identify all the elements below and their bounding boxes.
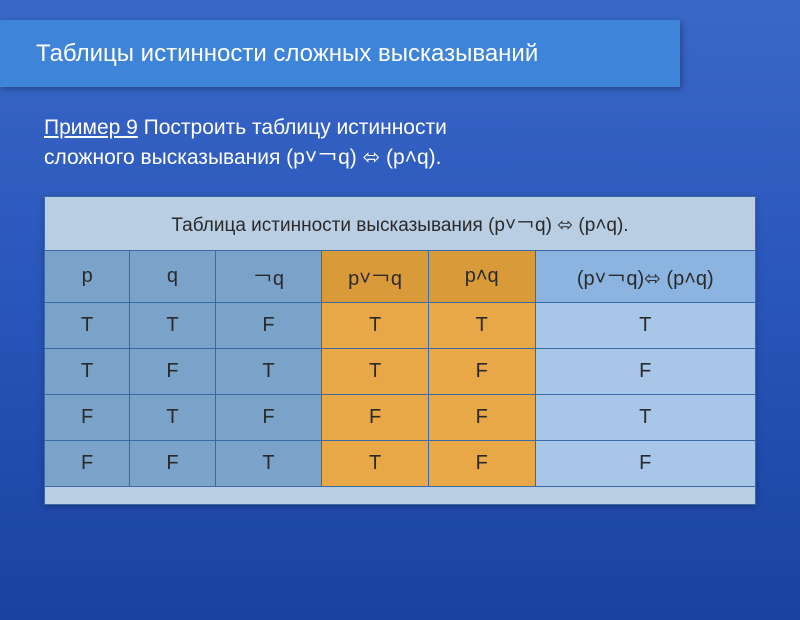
cell-p: T [45, 302, 130, 348]
cell-pq: F [428, 348, 535, 394]
cell-res: T [535, 394, 755, 440]
slide-title: Таблицы истинности сложных высказываний [36, 40, 538, 67]
cell-nq: T [215, 348, 322, 394]
slide-title-bar: Таблицы истинности сложных высказываний [0, 20, 680, 87]
table-row: TTFTTT [45, 302, 756, 348]
cell-q: T [130, 302, 215, 348]
table-caption-row: Таблица истинности высказывания (p˅￢q) ⬄… [45, 196, 756, 250]
slide-content: Пример 9 Построить таблицу истинности сл… [0, 87, 800, 505]
col-header-pnq: p˅￢q [322, 250, 429, 302]
col-header-q: q [130, 250, 215, 302]
cell-q: F [130, 440, 215, 486]
truth-table-wrap: Таблица истинности высказывания (p˅￢q) ⬄… [44, 196, 756, 505]
table-footer [45, 486, 756, 504]
cell-pq: T [428, 302, 535, 348]
problem-statement: Пример 9 Построить таблицу истинности сл… [44, 113, 756, 172]
col-header-p: p [45, 250, 130, 302]
cell-pnq: T [322, 302, 429, 348]
table-footer-row [45, 486, 756, 504]
cell-pnq: T [322, 440, 429, 486]
col-header-pq: p˄q [428, 250, 535, 302]
problem-line-2: сложного высказывания (p˅￢q) ⬄ (p˄q). [44, 146, 441, 169]
cell-pq: F [428, 440, 535, 486]
cell-p: T [45, 348, 130, 394]
table-header-row: pq￢qp˅￢qp˄q(p˅￢q)⬄ (p˄q) [45, 250, 756, 302]
problem-line-1: Построить таблицу истинности [138, 116, 447, 139]
cell-q: F [130, 348, 215, 394]
table-row: TFTTFF [45, 348, 756, 394]
col-header-nq: ￢q [215, 250, 322, 302]
cell-p: F [45, 440, 130, 486]
truth-table: Таблица истинности высказывания (p˅￢q) ⬄… [44, 196, 756, 505]
example-label: Пример 9 [44, 116, 138, 139]
cell-nq: T [215, 440, 322, 486]
cell-pq: F [428, 394, 535, 440]
cell-nq: F [215, 394, 322, 440]
cell-q: T [130, 394, 215, 440]
cell-nq: F [215, 302, 322, 348]
cell-p: F [45, 394, 130, 440]
cell-res: T [535, 302, 755, 348]
table-row: FTFFFT [45, 394, 756, 440]
cell-pnq: T [322, 348, 429, 394]
cell-res: F [535, 440, 755, 486]
col-header-res: (p˅￢q)⬄ (p˄q) [535, 250, 755, 302]
table-body: TTFTTTTFTTFFFTFFFTFFTTFF [45, 302, 756, 486]
cell-pnq: F [322, 394, 429, 440]
cell-res: F [535, 348, 755, 394]
table-row: FFTTFF [45, 440, 756, 486]
table-caption: Таблица истинности высказывания (p˅￢q) ⬄… [45, 196, 756, 250]
